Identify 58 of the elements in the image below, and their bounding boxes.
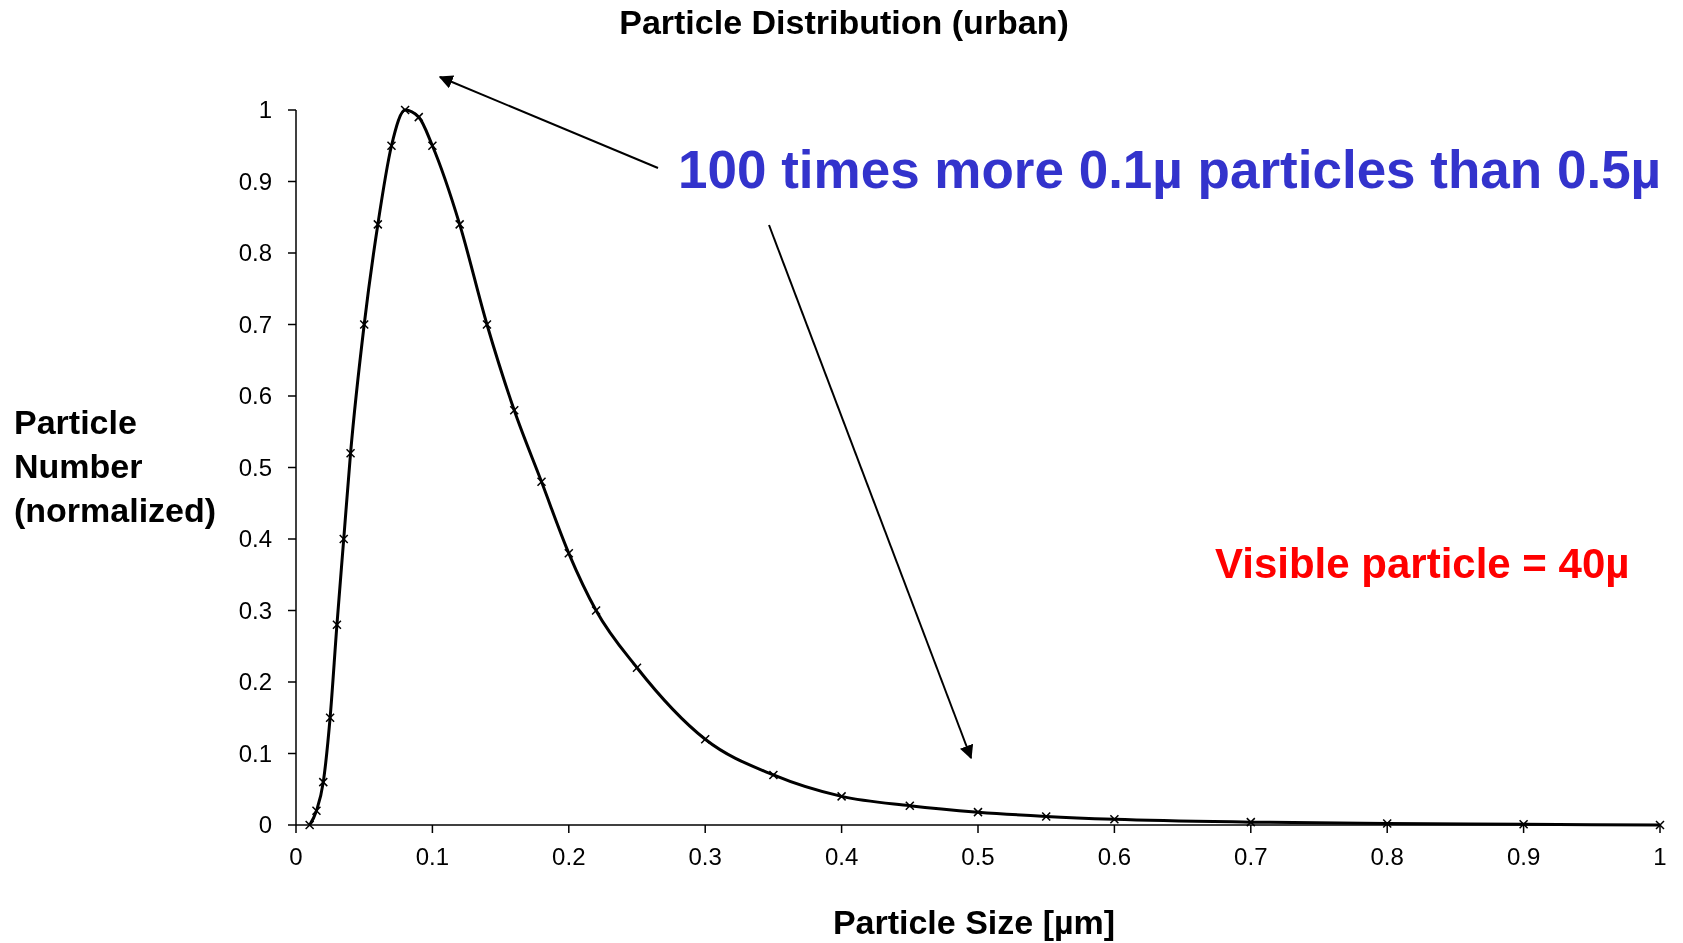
y-tick-label: 0.3 [238,596,272,624]
x-tick-label: 0.9 [1506,843,1541,870]
x-tick-label: 0.6 [1097,843,1132,870]
point [836,791,847,802]
point [386,141,397,151]
point [1655,820,1665,830]
annotation: Visible particle = 40µ [1215,540,1630,587]
point [536,477,547,487]
chart-title: Particle Distribution (urban) [619,3,1069,41]
point [768,770,779,780]
point [905,800,915,811]
point [325,713,335,723]
point [564,548,574,559]
point [482,319,492,330]
point [359,319,369,330]
point [311,805,322,816]
point [338,534,349,544]
point [1518,819,1529,830]
x-tick-label: 0 [289,843,303,870]
x-tick-label: 0.7 [1234,843,1268,870]
y-tick-label: 1 [258,96,272,123]
point [509,405,519,416]
point [1109,814,1120,825]
point [400,105,410,115]
y-tick-label: 0.5 [238,453,272,481]
point [591,605,601,616]
y-axis-title: Particle Number (normalized) [14,403,217,529]
y-tick-label: 0.8 [238,239,272,266]
x-tick-label: 0.1 [415,843,450,870]
x-tick-label: 0.4 [824,843,859,870]
y-tick-label: 0.6 [238,382,272,409]
y-tick-label: 0.2 [238,668,272,695]
point [427,141,438,151]
y-tick-label: 0.7 [238,310,272,338]
x-tick-label: 1 [1653,843,1667,870]
point [373,219,383,230]
point [700,734,710,744]
point [1041,811,1051,822]
x-tick-label: 0.8 [1370,843,1404,870]
x-tick-label: 0.2 [552,843,586,870]
y-tick-label: 0.9 [238,167,272,195]
x-axis-title: Particle Size [µm] [832,903,1116,941]
point [345,448,356,458]
x-tick-label: 0.5 [961,843,995,870]
y-tick-label: 0.4 [238,525,272,552]
annotation: 100 times more 0.1µ particles than 0.5µ [678,140,1662,199]
x-tick-label: 0.3 [688,843,722,870]
point [414,112,424,122]
point [973,807,983,817]
point [632,662,642,673]
point [1382,818,1392,829]
point [454,219,465,230]
point [1246,817,1256,827]
y-tick-label: 0 [258,811,272,838]
point [304,820,315,830]
point [332,620,342,630]
point [318,777,329,787]
y-tick-label: 0.1 [238,739,272,767]
